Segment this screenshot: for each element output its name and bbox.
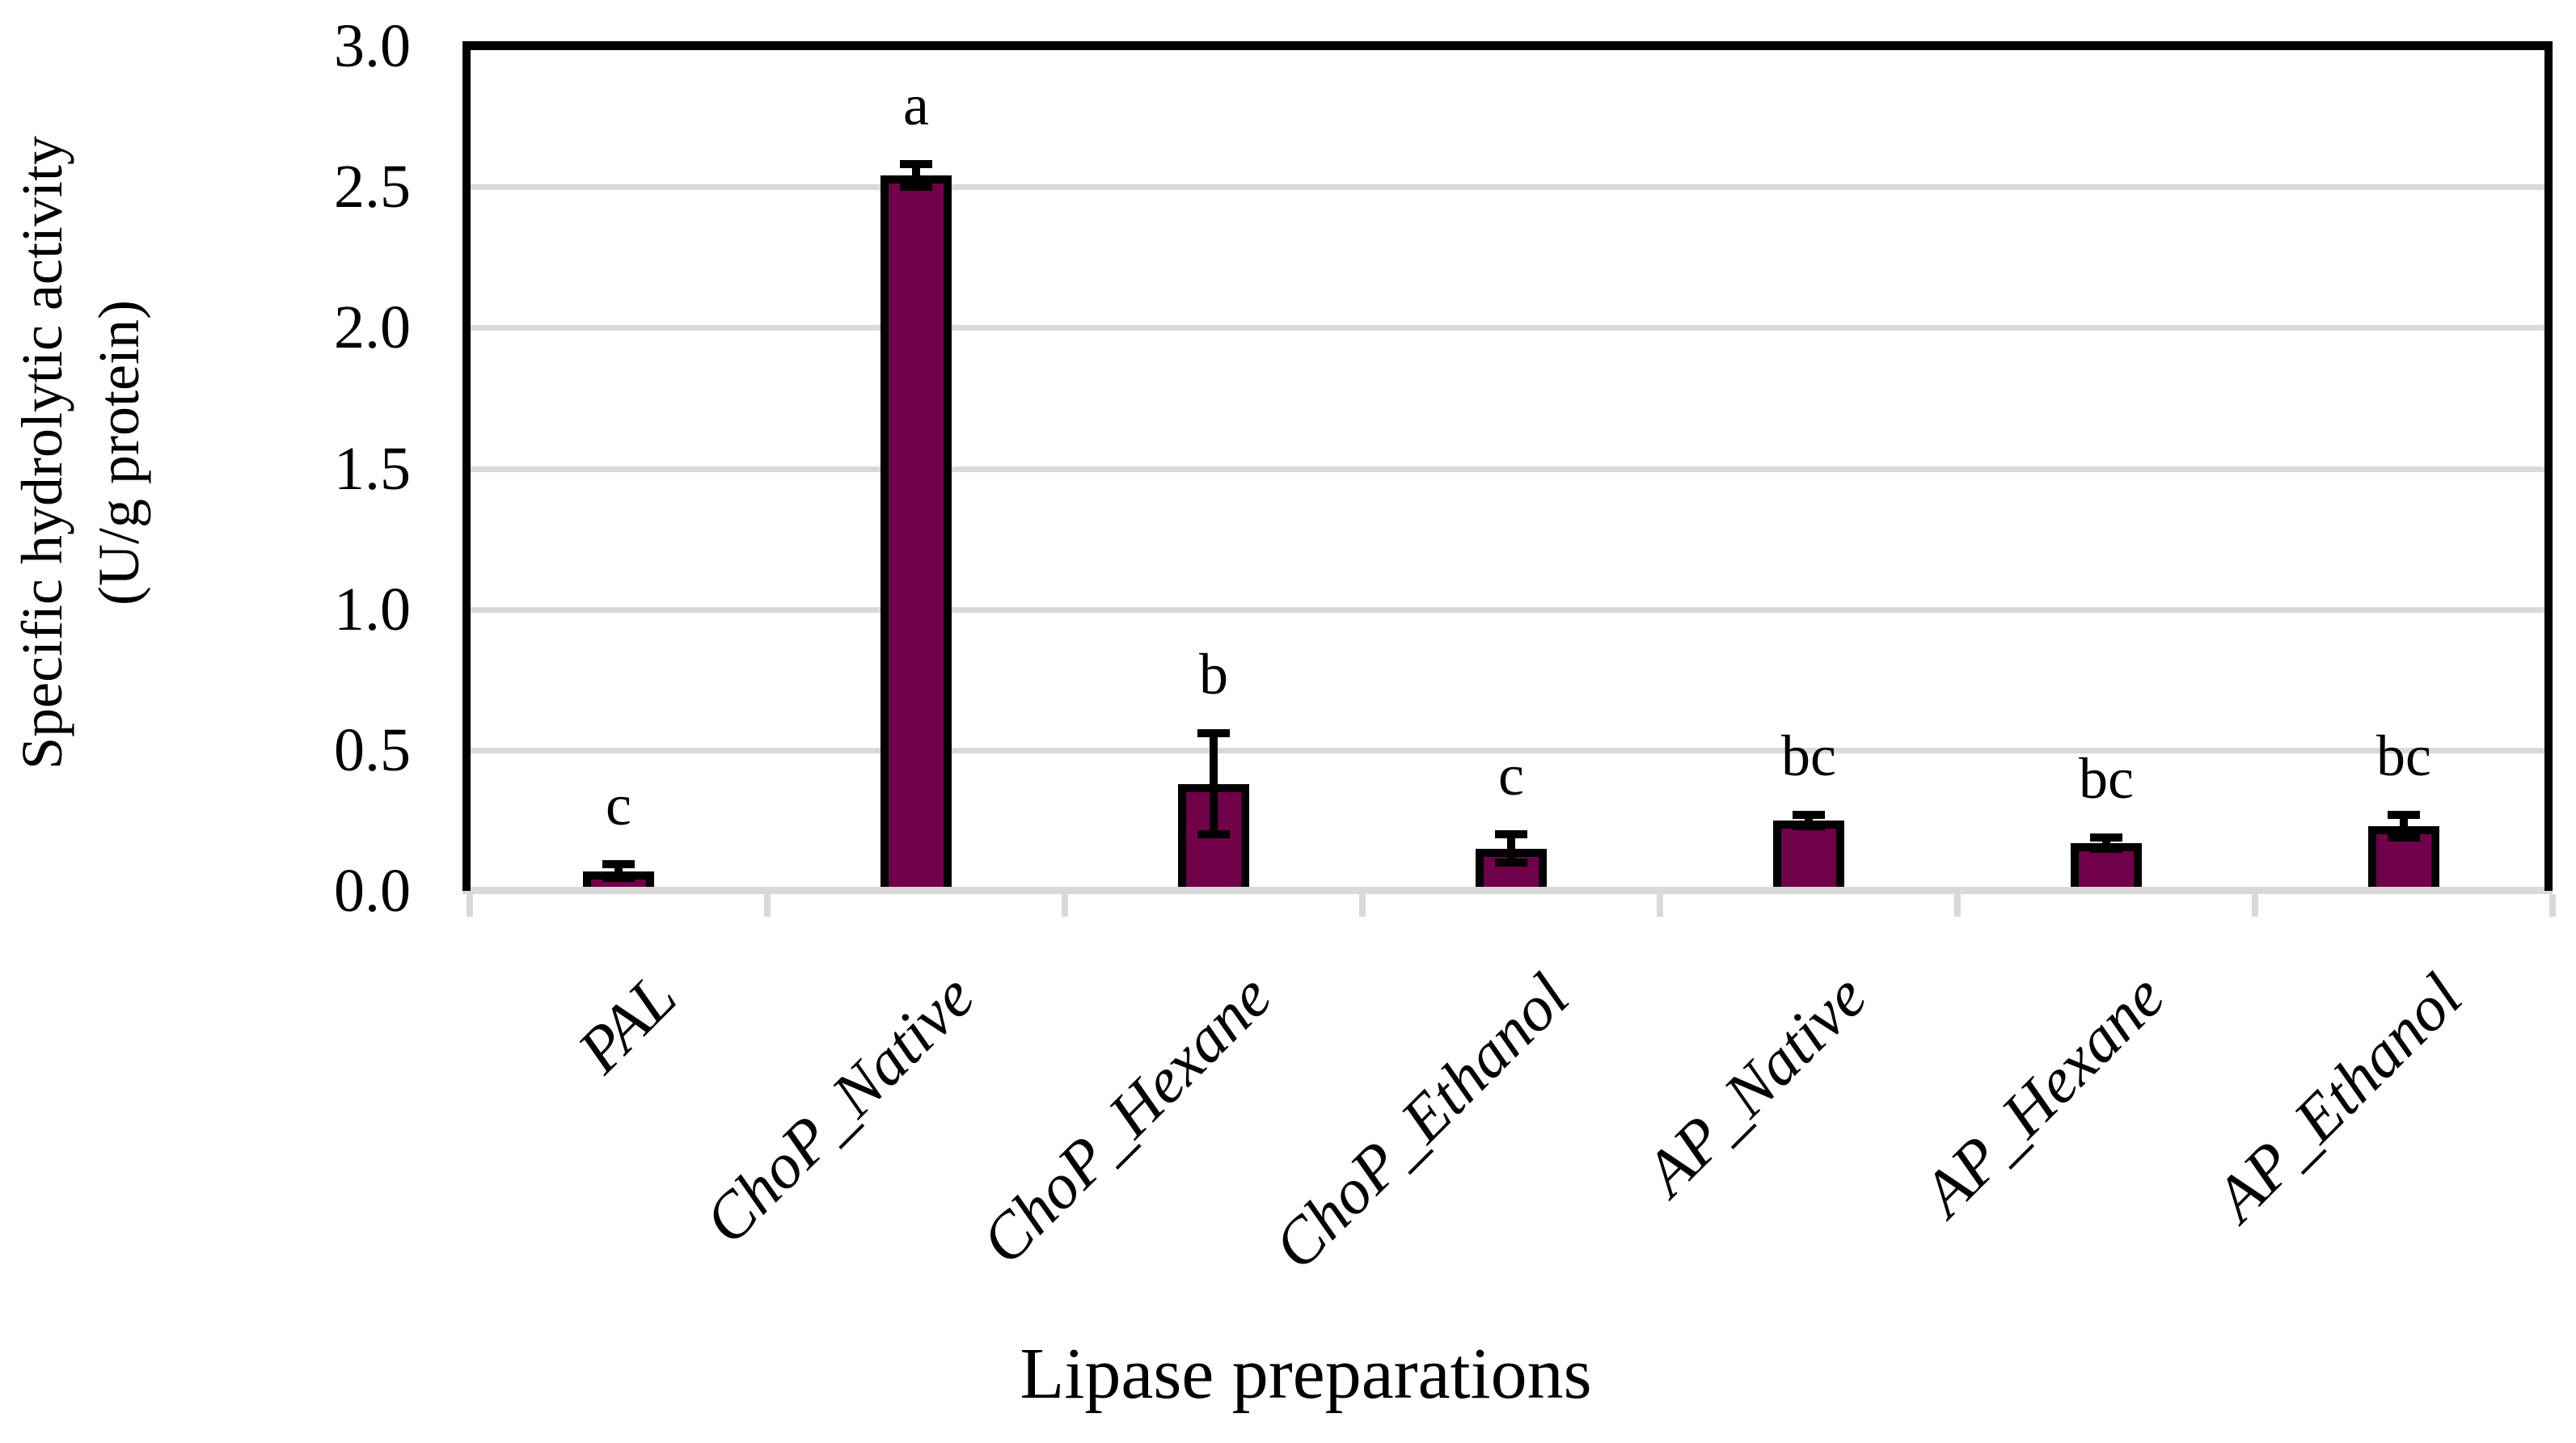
y-axis-title-line2: (U/g protein): [87, 300, 151, 605]
error-bar-cap-bottom: [1793, 821, 1825, 830]
error-bar-cap-bottom: [2388, 833, 2420, 842]
x-axis-tick: [2549, 894, 2556, 917]
error-bar-cap-bottom: [1197, 830, 1230, 839]
significance-letter: bc: [1781, 723, 1836, 788]
x-axis-line: [462, 887, 2553, 894]
error-bar-cap-bottom: [602, 874, 635, 883]
plot-border-top: [462, 41, 2553, 50]
y-tick-label: 0.0: [334, 857, 411, 925]
significance-letter: c: [606, 772, 631, 838]
x-category-label: ChoP_Ethanol: [1261, 960, 1583, 1284]
error-bar-cap-top: [1197, 728, 1230, 737]
error-bar-whisker: [614, 863, 623, 879]
x-category-label: ChoP_Native: [690, 960, 988, 1258]
significance-letter: b: [1199, 641, 1228, 707]
error-bar-cap-top: [1495, 830, 1527, 839]
y-gridline: [471, 466, 2544, 472]
y-tick-label: 1.0: [334, 575, 411, 643]
y-tick-label: 1.5: [334, 434, 411, 503]
error-bar-cap-bottom: [1495, 859, 1527, 867]
y-gridline: [471, 747, 2544, 753]
error-bar-whisker: [1805, 814, 1813, 826]
significance-letter: a: [903, 73, 929, 138]
x-category-label: AP_Ethanol: [2202, 960, 2476, 1235]
x-axis-tick: [1359, 894, 1366, 917]
x-category-label: PAL: [564, 960, 690, 1087]
error-bar-cap-top: [2388, 810, 2420, 819]
error-bar-cap-top: [2090, 833, 2122, 842]
x-category-label: ChoP_Hexane: [968, 960, 1286, 1278]
bar: [1773, 820, 1844, 888]
y-axis-title: Specific hydrolytic activity (U/g protei…: [4, 8, 158, 897]
significance-letter: c: [1498, 743, 1524, 808]
x-axis-tick: [467, 894, 473, 917]
significance-letter: bc: [2079, 745, 2134, 811]
y-gridline: [471, 184, 2544, 191]
significance-letter: bc: [2376, 723, 2431, 788]
y-axis-title-line1: Specific hydrolytic activity: [10, 136, 74, 770]
y-tick-label: 2.5: [334, 153, 411, 222]
error-bar-cap-bottom: [2090, 844, 2122, 853]
x-category-label: AP_Hexane: [1909, 960, 2178, 1230]
x-axis-tick: [764, 894, 771, 917]
x-axis-title: Lipase preparations: [1020, 1334, 1592, 1414]
x-axis-tick: [1954, 894, 1961, 917]
error-bar-whisker: [2400, 814, 2408, 838]
y-gridline: [471, 325, 2544, 331]
error-bar-cap-top: [900, 160, 932, 169]
y-tick-label: 0.5: [334, 715, 411, 784]
error-bar-cap-top: [1793, 810, 1825, 819]
bar: [880, 175, 952, 888]
x-axis-tick: [1062, 894, 1068, 917]
error-bar-whisker: [1210, 732, 1218, 835]
plot-border-right: [2544, 41, 2553, 891]
x-axis-tick: [1657, 894, 1663, 917]
error-bar-cap-top: [602, 859, 635, 868]
x-category-label: AP_Native: [1632, 960, 1881, 1209]
y-axis-line: [462, 41, 471, 891]
y-tick-label: 3.0: [334, 12, 411, 80]
error-bar-whisker: [912, 164, 920, 188]
x-axis-tick: [2252, 894, 2258, 917]
y-tick-label: 2.0: [334, 293, 411, 362]
error-bar-cap-bottom: [900, 183, 932, 192]
error-bar-whisker: [2102, 837, 2110, 849]
y-gridline: [471, 606, 2544, 613]
error-bar-whisker: [1507, 834, 1515, 863]
